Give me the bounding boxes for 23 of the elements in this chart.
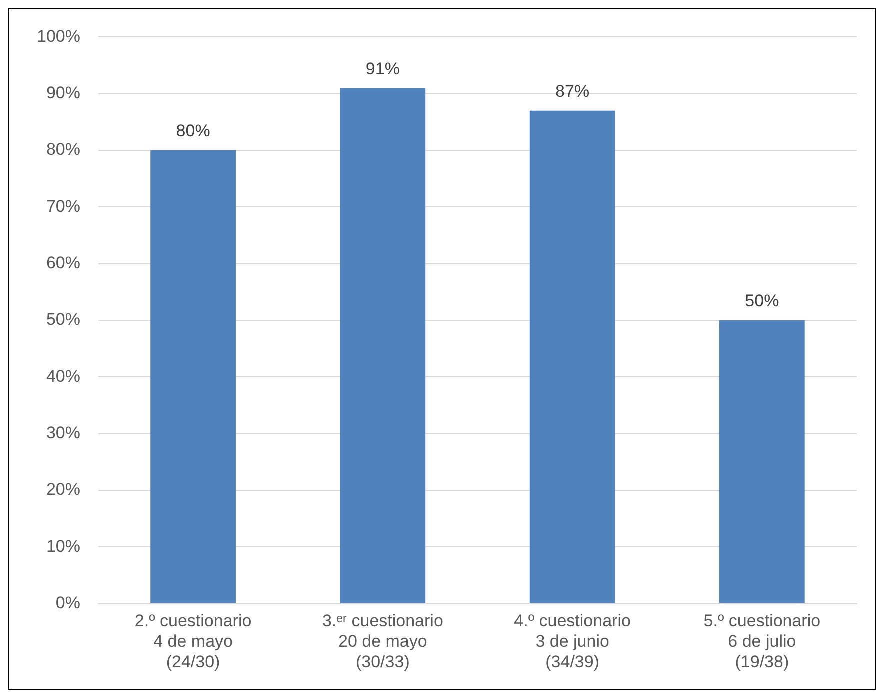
data-label: 80% xyxy=(176,122,210,141)
y-tick-label: 30% xyxy=(46,424,80,443)
y-tick-label: 60% xyxy=(46,254,80,273)
bar xyxy=(340,88,426,604)
bar xyxy=(150,150,236,604)
data-label: 87% xyxy=(556,82,590,102)
y-tick-label: 50% xyxy=(46,310,80,330)
y-tick-label: 40% xyxy=(46,366,80,386)
data-label: 50% xyxy=(745,292,780,311)
y-tick-label: 0% xyxy=(56,593,80,612)
y-tick-label: 100% xyxy=(36,26,80,46)
x-tick-label: 2.º cuestionario 4 de mayo (24/30) xyxy=(134,612,252,672)
bar xyxy=(720,320,805,604)
bar xyxy=(530,110,616,604)
x-tick-label: 3.ᵉʳ cuestionario 20 de mayo (30/33) xyxy=(322,612,444,672)
y-tick-label: 90% xyxy=(46,84,80,103)
x-tick-label: 5.º cuestionario 6 de julio (19/38) xyxy=(704,612,821,672)
x-tick-label: 4.º cuestionario 3 de junio (34/39) xyxy=(514,612,631,672)
y-tick-label: 80% xyxy=(46,140,80,160)
y-tick-label: 20% xyxy=(46,480,80,500)
y-tick-label: 10% xyxy=(46,536,80,556)
data-label: 91% xyxy=(366,59,400,78)
y-tick-label: 70% xyxy=(46,196,80,216)
